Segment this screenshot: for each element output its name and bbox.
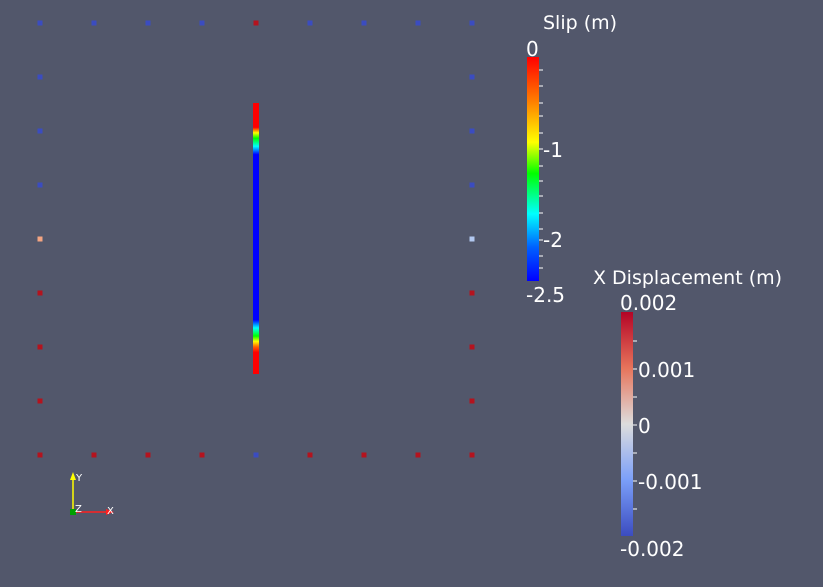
slip-label-3: -2.5 — [526, 283, 565, 307]
station-point-right-5 — [469, 236, 475, 242]
station-point-top-8 — [415, 20, 421, 26]
station-point-top-7 — [361, 20, 367, 26]
slip-tick-marks — [539, 69, 543, 269]
station-point-left-6 — [37, 290, 43, 296]
station-point-bot-9 — [469, 452, 475, 458]
slip-color-legend: Slip (m) 0 -1 -2 -2.5 — [526, 12, 617, 307]
station-point-right-2 — [469, 74, 475, 80]
station-point-bot-3 — [145, 452, 151, 458]
x-axis-arrow — [106, 509, 114, 515]
slip-label-0: 0 — [526, 37, 539, 61]
slip-label-1: -1 — [543, 138, 563, 162]
slip-colorbar — [527, 57, 539, 281]
station-point-top-9 — [469, 20, 475, 26]
station-point-top-1 — [37, 20, 43, 26]
xdisp-label-4: -0.002 — [620, 537, 684, 561]
fault-slip-trace — [253, 103, 259, 374]
station-point-left-4 — [37, 182, 43, 188]
slip-label-2: -2 — [543, 228, 563, 252]
station-point-right-8 — [469, 398, 475, 404]
station-point-left-8 — [37, 398, 43, 404]
xdisp-label-0: 0.002 — [620, 291, 677, 315]
station-point-bot-1 — [37, 452, 43, 458]
station-point-bot-2 — [91, 452, 97, 458]
station-point-left-7 — [37, 344, 43, 350]
station-point-top-6 — [307, 20, 313, 26]
y-axis-arrow — [70, 472, 76, 480]
y-axis-label: Y — [75, 473, 83, 484]
station-points — [37, 20, 475, 458]
xdisp-colorbar — [621, 312, 633, 536]
station-point-top-4 — [199, 20, 205, 26]
station-point-left-2 — [37, 74, 43, 80]
station-point-bot-6 — [307, 452, 313, 458]
station-point-bot-4 — [199, 452, 205, 458]
xdisp-label-1: 0.001 — [638, 358, 695, 382]
station-point-right-6 — [469, 290, 475, 296]
z-axis-label: Z — [75, 504, 82, 515]
z-axis-marker — [70, 509, 76, 515]
station-point-right-3 — [469, 128, 475, 134]
station-point-bot-8 — [415, 452, 421, 458]
station-point-right-4 — [469, 182, 475, 188]
station-point-left-3 — [37, 128, 43, 134]
station-point-top-2 — [91, 20, 97, 26]
slip-legend-title: Slip (m) — [543, 12, 617, 34]
x-axis-label: X — [107, 506, 114, 517]
station-point-right-7 — [469, 344, 475, 350]
orientation-axes: Y Z X — [70, 472, 114, 517]
station-point-bot-7 — [361, 452, 367, 458]
station-point-bot-5 — [253, 452, 259, 458]
station-point-top-3 — [145, 20, 151, 26]
xdisp-legend-title: X Displacement (m) — [593, 267, 782, 289]
station-point-top-5 — [253, 20, 259, 26]
xdisp-tick-marks — [633, 340, 637, 510]
xdisp-label-2: 0 — [638, 414, 651, 438]
xdisp-label-3: -0.001 — [638, 470, 702, 494]
station-point-left-5 — [37, 236, 43, 242]
xdisp-color-legend: X Displacement (m) 0.002 0.001 0 -0.001 … — [593, 267, 782, 561]
